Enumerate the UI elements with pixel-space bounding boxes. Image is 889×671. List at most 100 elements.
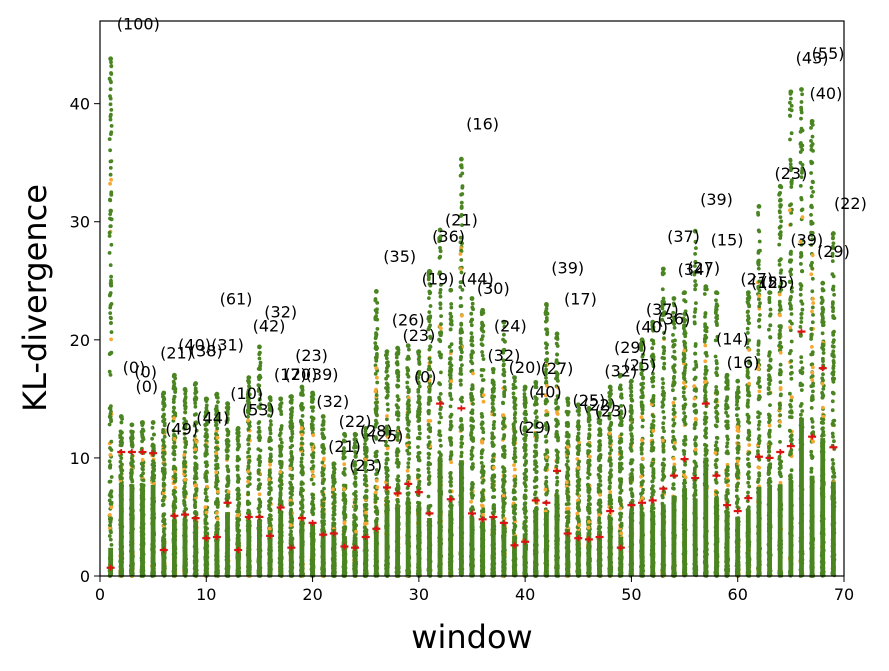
data-point — [300, 469, 305, 474]
data-point — [268, 497, 273, 501]
data-point — [354, 529, 358, 534]
data-point — [448, 382, 453, 387]
data-point — [141, 478, 146, 483]
data-point — [204, 498, 208, 502]
data-point — [162, 434, 167, 439]
data-point — [406, 465, 411, 469]
data-point — [396, 484, 401, 489]
data-point — [160, 466, 165, 471]
data-point — [205, 435, 209, 439]
window-points — [128, 422, 135, 578]
data-point — [416, 390, 421, 394]
window-points — [447, 287, 454, 578]
data-point — [449, 302, 454, 306]
data-point — [182, 486, 186, 491]
data-point — [406, 410, 411, 415]
data-point — [173, 495, 177, 499]
data-point — [172, 508, 176, 513]
data-point — [182, 436, 187, 441]
data-point — [108, 291, 113, 295]
data-point — [204, 462, 209, 467]
data-point — [288, 480, 293, 485]
data-point — [107, 230, 112, 235]
data-point — [258, 504, 262, 509]
data-point — [162, 450, 167, 455]
data-point — [226, 483, 230, 488]
data-point — [342, 470, 346, 475]
data-point — [300, 432, 304, 437]
data-point — [183, 410, 188, 414]
data-point — [427, 310, 432, 314]
data-point — [161, 440, 166, 444]
data-point — [417, 397, 421, 402]
data-point — [183, 395, 188, 400]
data-point — [310, 459, 315, 464]
data-point — [438, 407, 443, 412]
data-point — [289, 399, 294, 404]
data-point — [183, 481, 188, 485]
data-point — [384, 499, 388, 503]
data-point — [417, 354, 422, 359]
data-point — [236, 486, 241, 491]
data-point — [246, 479, 251, 484]
point-band — [437, 457, 443, 576]
data-point — [162, 527, 166, 531]
data-point — [289, 486, 294, 491]
data-point — [290, 517, 295, 521]
data-point — [161, 488, 166, 493]
data-point — [268, 521, 272, 525]
window-points — [394, 345, 401, 578]
data-point — [118, 464, 123, 469]
data-point — [342, 467, 347, 471]
point-band — [225, 512, 230, 576]
data-point — [396, 464, 400, 469]
data-point — [171, 397, 176, 402]
data-point — [160, 503, 165, 508]
data-point — [384, 369, 389, 374]
data-point — [310, 409, 315, 413]
data-point — [426, 466, 431, 471]
data-point — [108, 198, 113, 203]
data-point — [183, 404, 188, 409]
data-point — [119, 471, 124, 476]
data-point — [342, 530, 347, 534]
data-point — [268, 513, 272, 517]
data-point — [417, 427, 422, 431]
data-point — [109, 124, 114, 128]
data-point — [405, 380, 410, 385]
point-band — [140, 484, 145, 576]
point-band — [182, 518, 188, 576]
window-points — [107, 56, 114, 578]
point-band — [246, 519, 252, 576]
data-point — [269, 438, 273, 443]
window-points — [426, 268, 433, 578]
data-point — [108, 102, 113, 107]
data-point — [439, 314, 443, 318]
data-point — [247, 422, 252, 427]
data-point — [140, 427, 145, 432]
data-point — [375, 485, 380, 490]
data-point — [437, 381, 441, 386]
data-point — [235, 473, 240, 478]
data-point — [374, 400, 379, 405]
data-point — [438, 291, 442, 295]
data-point — [407, 407, 411, 411]
data-point — [119, 420, 124, 425]
data-point — [161, 517, 166, 522]
max-point — [161, 390, 167, 396]
data-point — [439, 331, 443, 336]
data-point — [309, 405, 314, 410]
data-point — [417, 450, 422, 455]
point-band — [161, 538, 167, 576]
data-point — [237, 444, 241, 449]
data-point — [309, 415, 314, 420]
point-band — [118, 484, 124, 576]
data-point — [108, 159, 113, 164]
data-point — [269, 422, 273, 427]
data-point — [384, 461, 389, 466]
data-point — [236, 534, 241, 539]
data-point — [236, 507, 241, 511]
data-point — [193, 483, 198, 488]
point-band — [395, 506, 400, 576]
